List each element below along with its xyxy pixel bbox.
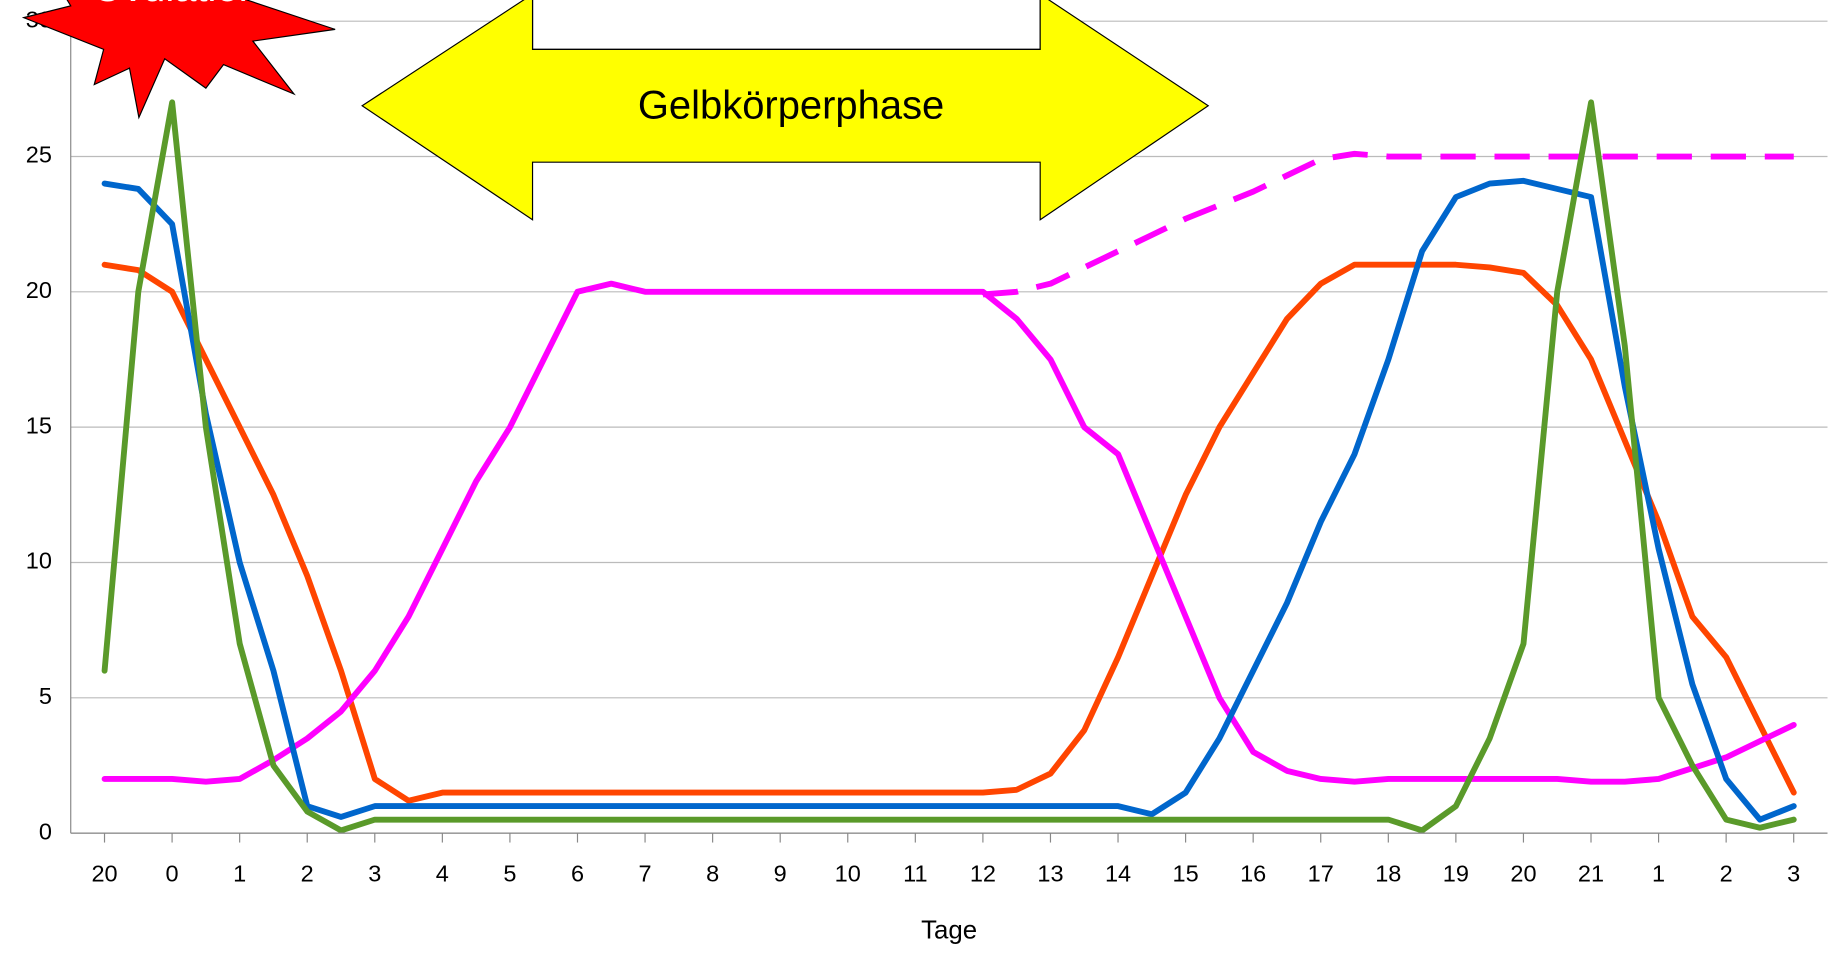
ovulation-label: Ovulation — [92, 0, 261, 10]
x-tick-label: 6 — [571, 861, 584, 887]
x-tick-label: 11 — [903, 861, 927, 887]
ovulation-burst: Ovulation — [21, 0, 336, 120]
x-tick-label: 8 — [706, 861, 719, 887]
x-tick-label: 4 — [436, 861, 449, 887]
lines — [101, 99, 1797, 834]
x-tick-label: 20 — [1510, 861, 1536, 887]
x-tick-label: 0 — [166, 861, 179, 887]
x-tick-label: 21 — [1578, 861, 1604, 887]
x-tick-label: 3 — [368, 861, 381, 887]
series-line — [982, 150, 1794, 298]
text-box — [531, 0, 1041, 50]
x-tick-label: 3 — [1787, 861, 1800, 887]
x-tick-label: 18 — [1375, 861, 1401, 887]
burst — [21, 0, 336, 120]
x-tick-label: 20 — [91, 861, 117, 887]
series-line — [101, 177, 1797, 823]
series-line — [101, 261, 1797, 804]
x-tick-label: 2 — [1720, 861, 1733, 887]
x-tick-label: 2 — [301, 861, 314, 887]
phase-label: Gelbkörperphase — [638, 84, 944, 128]
y-tick-label: 25 — [26, 142, 52, 168]
x-tick-label: 19 — [1443, 861, 1469, 887]
double-arrow — [361, 0, 1210, 221]
x-tick-label: 16 — [1240, 861, 1266, 887]
x-tick-label: 15 — [1173, 861, 1199, 887]
x-tick-label: 5 — [503, 861, 516, 887]
x-tick-label: 1 — [1652, 861, 1665, 887]
x-tick-label: 12 — [970, 861, 996, 887]
y-tick-label: 10 — [26, 548, 52, 574]
y-tick-label: 5 — [39, 683, 52, 709]
y-tick-label: 15 — [26, 412, 52, 438]
x-tick-label: 9 — [774, 861, 787, 887]
phase-arrow: Gelbkörperphase — [361, 0, 1210, 221]
series-line — [101, 99, 1797, 834]
x-tick-label: 10 — [835, 861, 861, 887]
y-tick-label: 0 — [39, 818, 52, 844]
series-line — [101, 280, 1797, 785]
axes: 0510152025302001234567891011121314151617… — [26, 6, 1828, 945]
x-tick-label: 14 — [1105, 861, 1131, 887]
x-axis-label: Tage — [921, 917, 977, 945]
x-tick-label: 1 — [233, 861, 246, 887]
x-tick-label: 7 — [639, 861, 652, 887]
x-tick-label: 13 — [1037, 861, 1063, 887]
y-tick-label: 20 — [26, 277, 52, 303]
x-tick-label: 17 — [1308, 861, 1334, 887]
